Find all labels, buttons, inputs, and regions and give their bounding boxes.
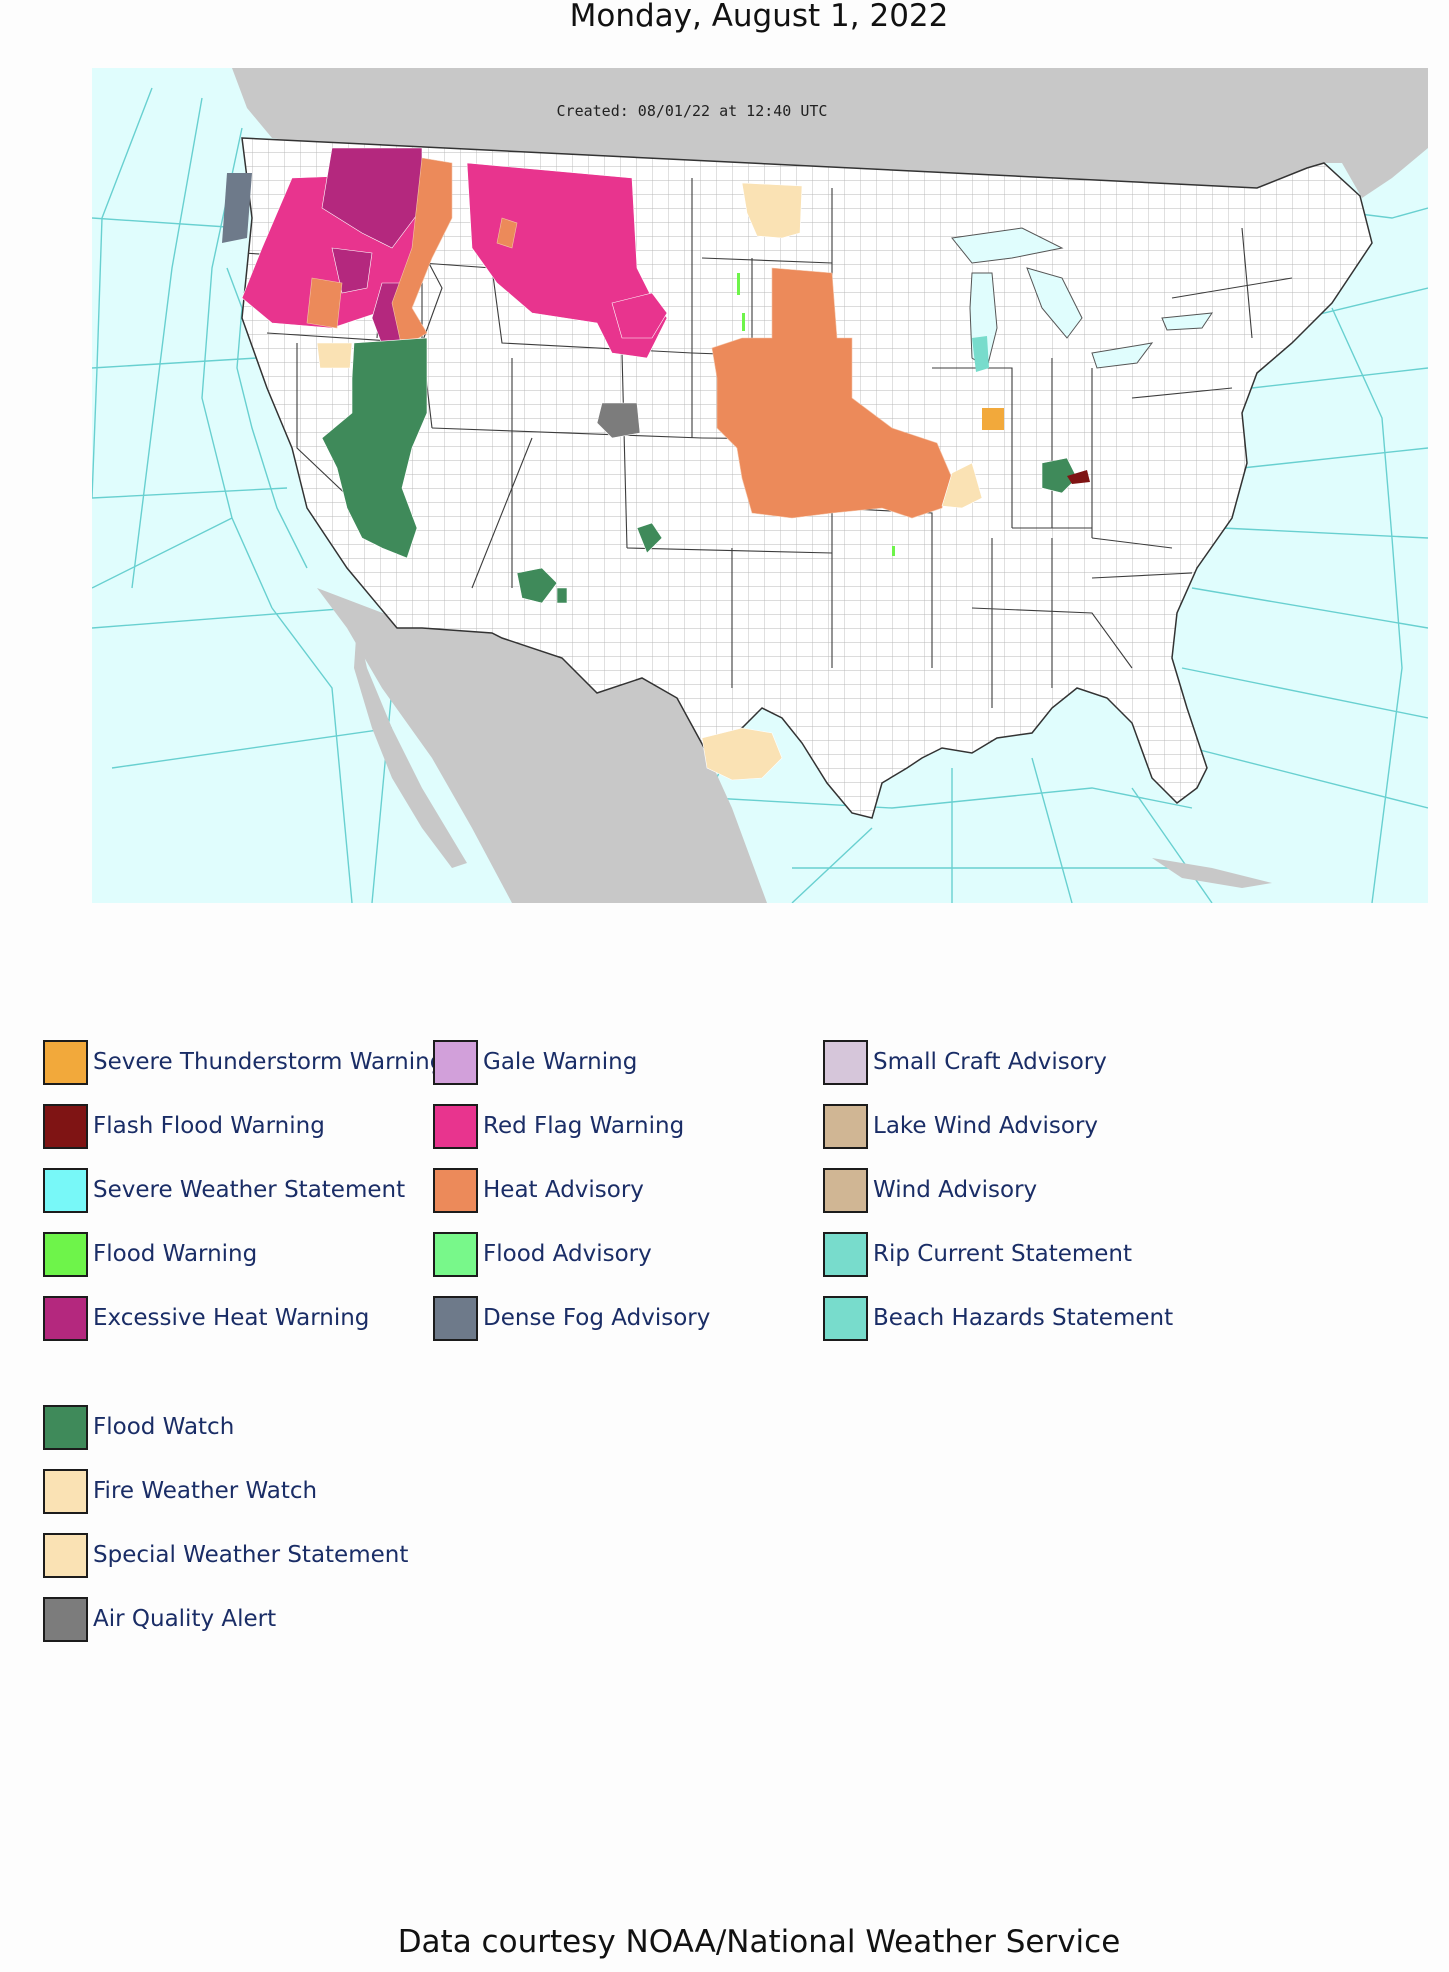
legend-item: Wind Advisory <box>823 1166 1037 1214</box>
flood-watch-areas <box>321 337 1078 604</box>
legend-label: Flash Flood Warning <box>93 1113 325 1139</box>
legend-label: Special Weather Statement <box>93 1542 409 1568</box>
legend-swatch <box>823 1103 868 1149</box>
legend-swatch <box>433 1103 478 1149</box>
flash-flood-warning-area <box>1067 470 1090 484</box>
legend-swatch <box>433 1295 478 1341</box>
data-credit: Data courtesy NOAA/National Weather Serv… <box>397 1924 1121 1960</box>
legend-swatch <box>823 1295 868 1341</box>
legend-item: Severe Weather Statement <box>43 1166 405 1214</box>
legend-item: Air Quality Alert <box>43 1595 276 1643</box>
legend-item: Excessive Heat Warning <box>43 1294 369 1342</box>
legend-item: Gale Warning <box>433 1038 637 1086</box>
legend-swatch <box>43 1596 88 1642</box>
legend-label: Lake Wind Advisory <box>873 1113 1099 1139</box>
legend-label: Beach Hazards Statement <box>873 1305 1174 1331</box>
fire-weather-watch-areas <box>316 182 983 781</box>
legend-item: Lake Wind Advisory <box>823 1102 1098 1150</box>
legend-swatch <box>43 1039 88 1085</box>
legend-swatch <box>43 1167 88 1213</box>
legend-swatch <box>823 1231 868 1277</box>
legend-item: Special Weather Statement <box>43 1531 408 1579</box>
legend-item: Flood Watch <box>43 1403 234 1451</box>
legend-label: Severe Weather Statement <box>93 1177 406 1203</box>
legend-label: Wind Advisory <box>873 1177 1038 1203</box>
legend-item: Severe Thunderstorm Warning <box>43 1038 444 1086</box>
legend-item: Flood Warning <box>43 1230 257 1278</box>
legend-label: Small Craft Advisory <box>873 1049 1107 1075</box>
legend-swatch <box>433 1039 478 1085</box>
legend-swatch <box>43 1404 88 1450</box>
heat-advisory-areas <box>306 157 953 519</box>
legend-item: Red Flag Warning <box>433 1102 684 1150</box>
map-created-stamp: Created: 08/01/22 at 12:40 UTC <box>557 102 828 120</box>
beach-hazards-statement-area <box>972 336 989 372</box>
legend-label: Gale Warning <box>483 1049 638 1075</box>
legend-label: Flood Advisory <box>483 1241 652 1267</box>
legend-item: Dense Fog Advisory <box>433 1294 710 1342</box>
legend-swatch <box>43 1468 88 1514</box>
legend-item: Beach Hazards Statement <box>823 1294 1173 1342</box>
legend-item: Fire Weather Watch <box>43 1467 317 1515</box>
cuba-landmass <box>1152 858 1272 888</box>
legend-swatch <box>43 1231 88 1277</box>
legend-swatch <box>433 1167 478 1213</box>
legend-label: Dense Fog Advisory <box>483 1305 711 1331</box>
legend-label: Rip Current Statement <box>873 1241 1133 1267</box>
legend-swatch <box>823 1039 868 1085</box>
legend-swatch <box>433 1231 478 1277</box>
page-date-title: Monday, August 1, 2022 <box>569 0 949 34</box>
legend-label: Excessive Heat Warning <box>93 1305 370 1331</box>
legend-label: Heat Advisory <box>483 1177 644 1203</box>
legend-label: Flood Watch <box>93 1414 235 1440</box>
weather-alerts-map: Created: 08/01/22 at 12:40 UTC <box>92 68 1428 903</box>
severe-thunderstorm-warning-area <box>982 408 1004 430</box>
air-quality-alert-area <box>596 402 641 439</box>
legend-label: Severe Thunderstorm Warning <box>93 1049 445 1075</box>
legend-label: Flood Warning <box>93 1241 258 1267</box>
mexico-landmass <box>317 588 767 903</box>
legend-item: Heat Advisory <box>433 1166 644 1214</box>
legend-swatch <box>43 1532 88 1578</box>
legend-item: Flood Advisory <box>433 1230 652 1278</box>
legend-item: Flash Flood Warning <box>43 1102 325 1150</box>
legend-label: Fire Weather Watch <box>93 1478 318 1504</box>
marine-zone-lines <box>92 87 1428 903</box>
legend-item: Small Craft Advisory <box>823 1038 1107 1086</box>
legend-swatch <box>43 1295 88 1341</box>
legend-label: Red Flag Warning <box>483 1113 685 1139</box>
flood-warning-areas <box>737 273 895 556</box>
legend-swatch <box>43 1103 88 1149</box>
legend-item: Rip Current Statement <box>823 1230 1132 1278</box>
legend-swatch <box>823 1167 868 1213</box>
dense-fog-advisory-area <box>222 173 252 243</box>
legend-label: Air Quality Alert <box>93 1606 277 1632</box>
